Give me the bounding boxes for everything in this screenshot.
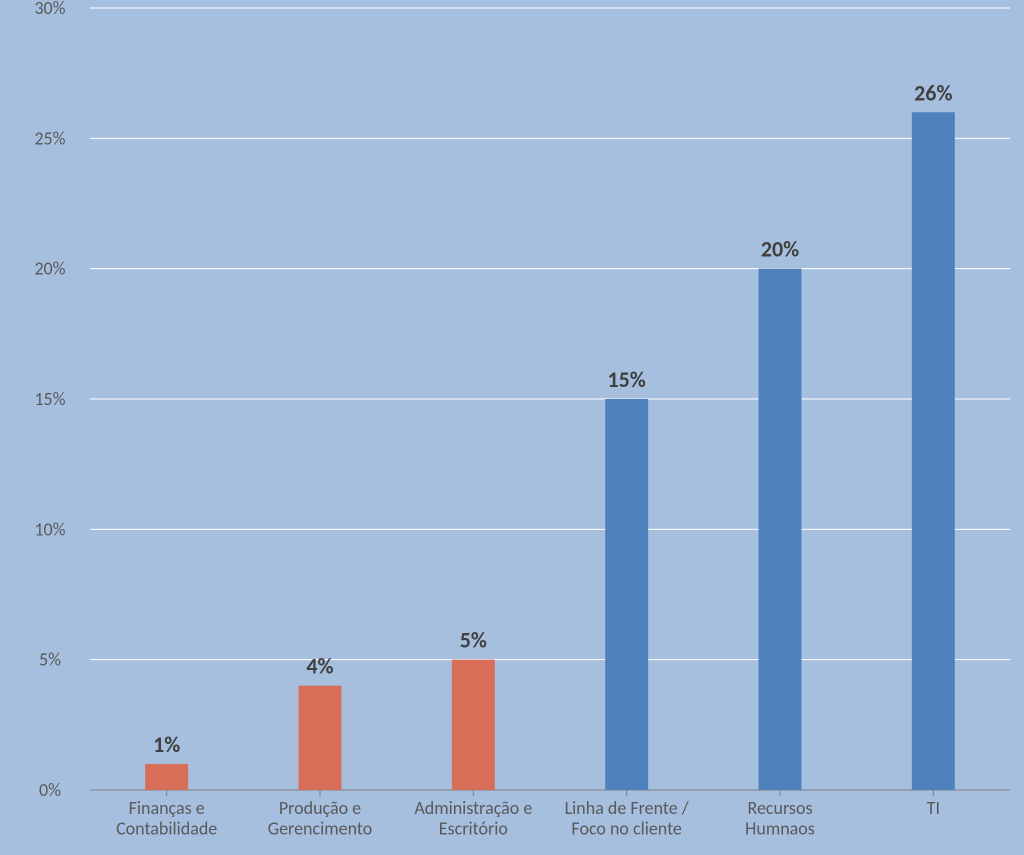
chart-svg: 0% 5% 10% 15% 20% 25% 30% 1% Finanças eContabili… [0, 0, 1024, 855]
chart-background [0, 0, 1024, 855]
category-label: RecursosHumnaos [745, 797, 815, 840]
category-label: TI [927, 797, 940, 819]
y-axis-label: 30% [34, 0, 65, 19]
bar [605, 399, 648, 790]
category-label: Linha de Frente /Foco no cliente [565, 797, 690, 840]
bar [912, 112, 955, 790]
bar-chart: 0% 5% 10% 15% 20% 25% 30% 1% Finanças eContabili… [0, 0, 1024, 855]
category-label: Produção eGerencimento [268, 797, 372, 840]
data-label: 15% [607, 366, 645, 393]
data-label: 1% [153, 731, 180, 758]
y-axis-label: 0% [39, 779, 61, 801]
bar [759, 269, 802, 790]
bar [452, 660, 495, 790]
category-label: Finanças eContabilidade [116, 797, 217, 840]
bar [145, 764, 188, 790]
data-label: 20% [761, 236, 799, 263]
y-axis-label: 10% [34, 518, 65, 540]
y-axis-label: 5% [39, 649, 61, 671]
y-axis-label: 15% [34, 388, 65, 410]
y-axis-label: 25% [34, 127, 65, 149]
data-label: 26% [914, 79, 952, 106]
data-label: 4% [306, 653, 333, 680]
y-axis-label: 20% [34, 258, 65, 280]
bar [299, 686, 342, 790]
data-label: 5% [460, 627, 487, 654]
